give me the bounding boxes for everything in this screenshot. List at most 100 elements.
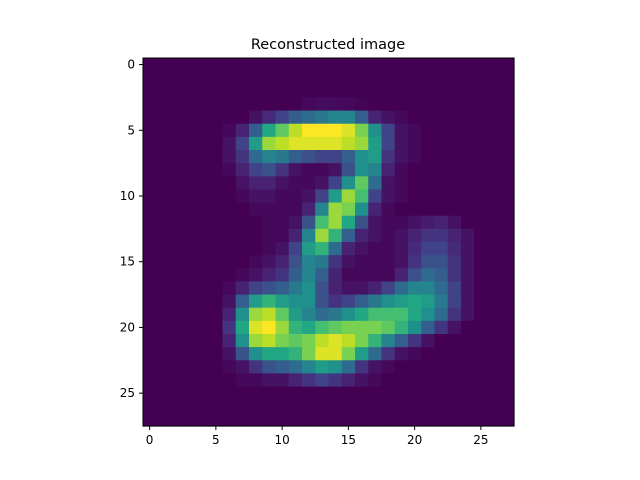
heatmap-cell <box>461 150 475 164</box>
heatmap-cell <box>315 386 330 401</box>
x-tick-label: 20 <box>407 433 422 447</box>
heatmap-cell <box>222 202 237 217</box>
heatmap-cell <box>182 268 197 283</box>
heatmap-cell <box>381 307 396 322</box>
heatmap-cell <box>222 281 237 296</box>
heatmap-cell <box>421 334 436 348</box>
heatmap-cell <box>249 320 263 335</box>
heatmap-cell <box>302 399 316 414</box>
heatmap-cell <box>474 189 489 204</box>
heatmap-cell <box>249 373 263 388</box>
heatmap-cell <box>275 71 290 85</box>
heatmap-cell <box>169 58 184 72</box>
heatmap-cell <box>500 123 515 138</box>
heatmap-cell <box>315 150 330 164</box>
heatmap-cell <box>461 84 475 99</box>
heatmap-cell <box>368 281 383 296</box>
heatmap-cell <box>182 386 197 401</box>
heatmap-cell <box>169 281 184 296</box>
heatmap-cell <box>408 97 422 112</box>
heatmap-cell <box>421 176 436 191</box>
heatmap-cell <box>394 412 409 427</box>
heatmap-cell <box>209 307 224 322</box>
heatmap-cell <box>275 373 290 388</box>
heatmap-cell <box>262 189 277 204</box>
heatmap-cell <box>487 242 502 256</box>
heatmap-cell <box>156 320 171 335</box>
heatmap-cell <box>474 281 489 296</box>
heatmap-cell <box>249 71 263 85</box>
heatmap-cell <box>196 307 210 322</box>
heatmap-cell <box>222 255 237 269</box>
heatmap-cell <box>196 110 210 125</box>
heatmap-cell <box>288 373 303 388</box>
heatmap-cell <box>341 215 356 230</box>
heatmap-cell <box>169 255 184 269</box>
heatmap-cell <box>474 84 489 99</box>
heatmap-cell <box>328 242 343 256</box>
heatmap-cell <box>487 255 502 269</box>
heatmap-cell <box>209 255 224 269</box>
heatmap-cell <box>315 242 330 256</box>
heatmap-cell <box>302 136 316 151</box>
heatmap-cell <box>447 294 462 309</box>
heatmap-cell <box>302 202 316 217</box>
heatmap-cell <box>368 360 383 375</box>
heatmap-cell <box>222 97 237 112</box>
heatmap-cell <box>434 163 449 177</box>
heatmap-cell <box>461 268 475 283</box>
heatmap-cell <box>156 360 171 375</box>
heatmap-cell <box>368 110 383 125</box>
heatmap-cell <box>182 84 197 99</box>
heatmap-cell <box>500 373 515 388</box>
heatmap-cell <box>302 268 316 283</box>
heatmap-cell <box>408 189 422 204</box>
heatmap-cell <box>275 386 290 401</box>
heatmap-cell <box>196 176 210 191</box>
x-tick-label: 25 <box>473 433 488 447</box>
heatmap-cell <box>487 373 502 388</box>
heatmap-cell <box>143 320 157 335</box>
heatmap-cell <box>302 176 316 191</box>
heatmap-cell <box>500 360 515 375</box>
heatmap-cell <box>447 399 462 414</box>
heatmap-cell <box>302 123 316 138</box>
heatmap-cell <box>302 255 316 269</box>
heatmap-cell <box>487 163 502 177</box>
heatmap-cell <box>196 320 210 335</box>
heatmap-cell <box>447 347 462 361</box>
heatmap-cell <box>368 97 383 112</box>
heatmap-cell <box>421 268 436 283</box>
heatmap-cell <box>487 399 502 414</box>
heatmap-cell <box>169 307 184 322</box>
heatmap-cell <box>447 97 462 112</box>
heatmap-cell <box>408 334 422 348</box>
heatmap-cell <box>355 307 369 322</box>
heatmap-cell <box>302 150 316 164</box>
heatmap-cell <box>288 334 303 348</box>
heatmap-cell <box>421 136 436 151</box>
heatmap-cell <box>262 176 277 191</box>
heatmap-cell <box>474 58 489 72</box>
heatmap-cell <box>368 71 383 85</box>
heatmap-cell <box>288 215 303 230</box>
heatmap-cell <box>381 399 396 414</box>
heatmap-cell <box>355 294 369 309</box>
heatmap-cell <box>368 347 383 361</box>
heatmap-cell <box>500 281 515 296</box>
heatmap-cell <box>182 255 197 269</box>
heatmap-cell <box>209 136 224 151</box>
heatmap-cell <box>275 399 290 414</box>
heatmap-cell <box>447 255 462 269</box>
heatmap-cell <box>381 202 396 217</box>
heatmap-cell <box>381 176 396 191</box>
heatmap-cell <box>262 150 277 164</box>
heatmap-cell <box>302 189 316 204</box>
heatmap-cell <box>249 202 263 217</box>
heatmap-cell <box>487 268 502 283</box>
heatmap-cell <box>341 136 356 151</box>
heatmap-cell <box>381 215 396 230</box>
heatmap-cell <box>143 294 157 309</box>
heatmap-cell <box>143 399 157 414</box>
heatmap-cell <box>209 189 224 204</box>
